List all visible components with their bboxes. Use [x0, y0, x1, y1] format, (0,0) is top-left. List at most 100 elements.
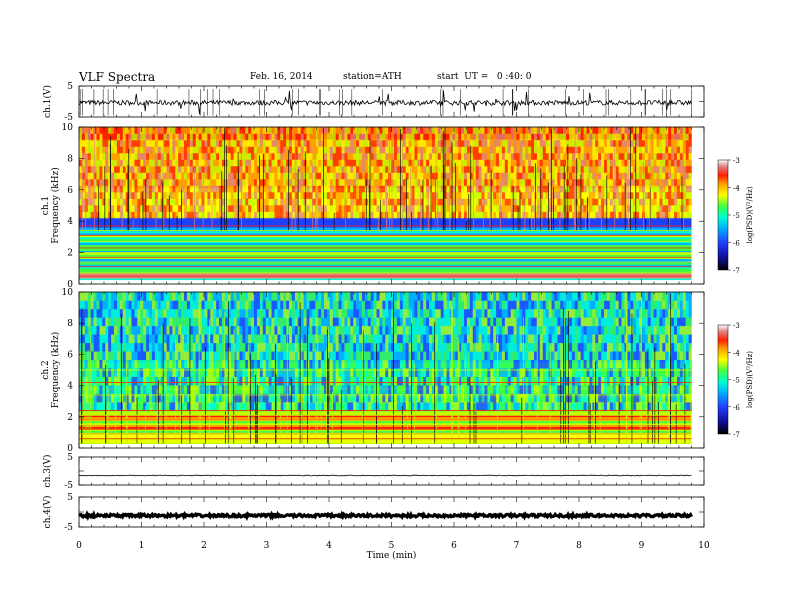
spectrogram-cell	[370, 325, 374, 335]
spectrogram-cell	[271, 351, 275, 361]
spectrogram-cell	[128, 359, 132, 369]
spectrogram-cell	[99, 159, 103, 167]
spectrogram-cell	[367, 300, 371, 310]
spectrogram-cell	[525, 198, 529, 206]
spectrogram-cell	[370, 192, 374, 199]
spectrogram-cell	[300, 172, 304, 180]
spectrogram-cell	[510, 166, 514, 173]
spectrogram-cell	[443, 317, 447, 327]
spectrogram-cell	[630, 179, 634, 186]
spectrogram-cell	[245, 300, 249, 310]
spectrogram-cell	[172, 192, 176, 199]
spectrogram-cell	[338, 308, 342, 318]
spectrogram-cell	[143, 368, 147, 377]
spectrogram-cell	[312, 198, 316, 206]
spectrogram-cell	[119, 159, 124, 167]
spectrogram-cell	[536, 127, 541, 134]
spectrogram-cell	[679, 185, 684, 193]
spectrogram-cell	[656, 172, 660, 180]
spectrogram-cell	[437, 127, 441, 134]
spectrogram-cell	[131, 402, 135, 411]
spectrogram-cell	[350, 376, 354, 386]
spectrogram-cell	[312, 153, 316, 160]
spectrogram-cell	[236, 368, 240, 377]
spectrogram-cell	[682, 133, 686, 141]
spectrogram-cell	[434, 334, 439, 344]
spectrogram-cell	[504, 146, 509, 154]
spectrogram-cell	[391, 351, 395, 361]
spectrogram-cell	[423, 211, 427, 219]
spectrogram-cell	[140, 211, 144, 219]
spectrogram-cell	[216, 140, 220, 147]
spectrogram-cell	[116, 146, 121, 154]
spectrogram-cell	[116, 179, 121, 186]
spectrogram-cell	[630, 198, 634, 206]
spectrogram-cell	[601, 140, 605, 147]
spectrogram-cell	[671, 133, 675, 141]
spectrogram-cell	[458, 166, 462, 173]
spectrogram-cell	[166, 351, 170, 361]
spectrogram-cell	[361, 317, 366, 327]
spectrogram-cell	[350, 159, 354, 167]
spectrogram-cell	[639, 153, 643, 160]
spectrogram-cell	[186, 172, 191, 180]
spectrogram-cell	[163, 192, 167, 199]
spectrogram-cell	[458, 127, 462, 134]
spectrogram-cell	[131, 153, 135, 160]
spectrogram-cell	[116, 351, 121, 361]
spectrogram-cell	[256, 368, 261, 377]
spectrogram-cell	[356, 300, 360, 310]
spectrogram-cell	[531, 198, 535, 206]
spectrogram-cell	[160, 185, 164, 193]
spectrogram-cell	[577, 153, 581, 160]
spectrogram-cell	[361, 166, 366, 173]
spectrogram-cell	[169, 368, 173, 377]
spectrogram-cell	[376, 211, 380, 219]
spectrogram-cell	[248, 342, 252, 352]
spectrogram-cell	[201, 292, 205, 301]
spectrogram-cell	[254, 368, 258, 377]
spectrogram-cell	[192, 393, 196, 403]
spectrogram-cell	[370, 385, 374, 394]
spectrogram-cell	[259, 127, 264, 134]
spectrogram-cell	[189, 192, 194, 199]
spectrogram-cell	[429, 185, 433, 193]
spectrogram-cell	[437, 317, 441, 327]
spectrogram-cell	[221, 172, 226, 180]
spectrogram-cell	[554, 192, 558, 199]
spectrogram-cell	[195, 292, 199, 301]
spectrogram-cell	[650, 185, 654, 193]
spectrogram-cell	[300, 153, 304, 160]
spectrogram-cell	[353, 127, 357, 134]
spectrogram-cell	[446, 317, 450, 327]
spectrogram-cell	[469, 334, 474, 344]
spectrogram-cell	[469, 393, 474, 403]
spectrogram-cell	[140, 368, 144, 377]
spectrogram-cell	[271, 198, 275, 206]
spectrogram-cell	[350, 317, 354, 327]
spectrogram-cell	[408, 292, 412, 301]
spectrogram-cell	[385, 308, 389, 318]
spectrogram-cell	[227, 146, 231, 154]
spectrogram-cell	[224, 325, 229, 335]
spectrogram-cell	[606, 166, 611, 173]
spectrogram-cell	[411, 179, 415, 186]
spectrogram-cell	[408, 334, 412, 344]
spectrogram-cell	[256, 325, 261, 335]
spectrogram-cell	[131, 334, 135, 344]
spectrogram-cell	[376, 172, 380, 180]
spectrogram-cell	[621, 153, 625, 160]
spectrogram-band	[79, 270, 692, 273]
spectrogram-cell	[143, 325, 147, 335]
spectrogram-cell	[461, 325, 465, 335]
spectrogram-cell	[192, 300, 196, 310]
spectrogram-cell	[233, 359, 237, 369]
spectrogram-cell	[277, 153, 281, 160]
spectrogram-cell	[239, 385, 243, 394]
spectrogram-cell	[277, 146, 281, 154]
spectrogram-cell	[178, 376, 182, 386]
spectrogram-cell	[175, 205, 179, 212]
spectrogram-cell	[630, 133, 634, 141]
spectrogram-cell	[286, 211, 290, 219]
spectrogram-cell	[469, 205, 474, 212]
